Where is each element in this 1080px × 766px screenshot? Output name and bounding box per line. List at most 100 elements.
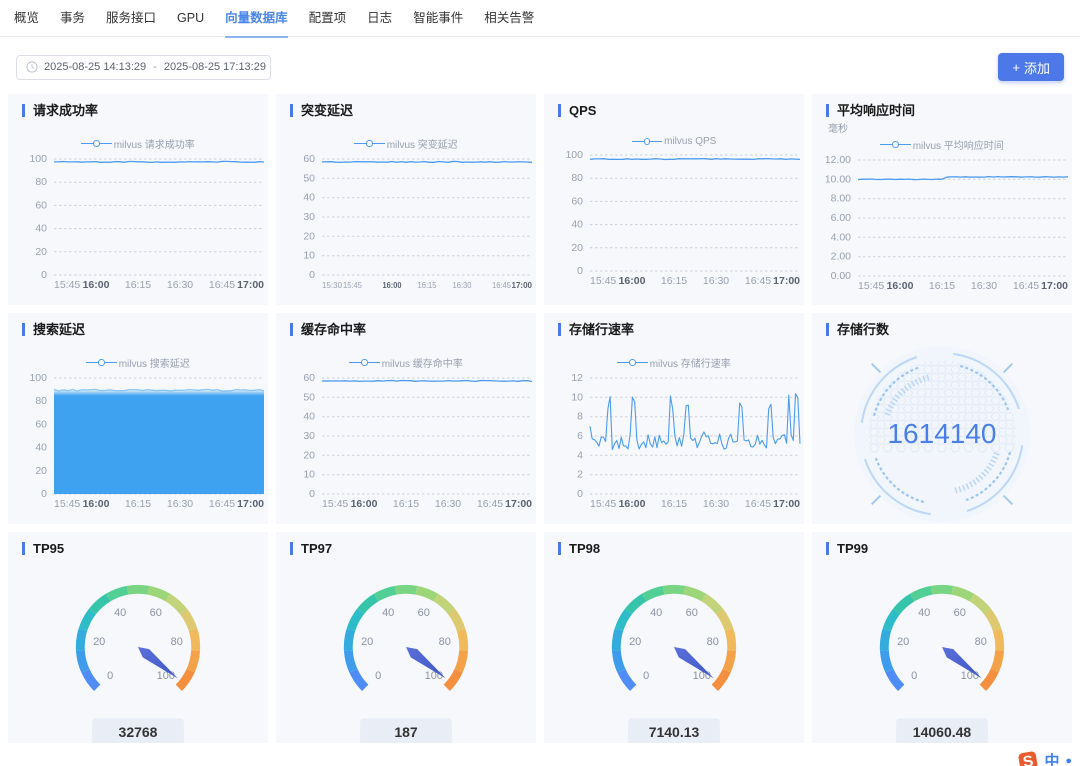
- svg-text:14060.48: 14060.48: [913, 724, 972, 740]
- svg-text:16:15: 16:15: [418, 281, 438, 290]
- svg-text:16:00: 16:00: [83, 498, 110, 510]
- svg-text:15:30: 15:30: [322, 281, 343, 290]
- svg-text:12.00: 12.00: [826, 154, 851, 166]
- svg-text:60: 60: [686, 607, 698, 619]
- svg-text:16:30: 16:30: [703, 275, 729, 287]
- svg-text:0: 0: [643, 670, 649, 682]
- svg-text:0: 0: [375, 670, 381, 682]
- svg-text:40: 40: [114, 607, 126, 619]
- svg-text:16:00: 16:00: [619, 275, 646, 287]
- svg-text:100: 100: [425, 670, 443, 682]
- svg-text:17:00: 17:00: [512, 281, 533, 290]
- svg-text:16:30: 16:30: [453, 281, 473, 290]
- svg-text:0.00: 0.00: [831, 270, 852, 282]
- svg-text:16:15: 16:15: [661, 275, 687, 287]
- svg-text:100: 100: [29, 372, 47, 384]
- svg-text:20: 20: [571, 242, 583, 254]
- svg-text:16:00: 16:00: [383, 281, 403, 290]
- svg-text:8: 8: [577, 411, 583, 423]
- svg-text:100: 100: [565, 149, 583, 161]
- svg-text:40: 40: [918, 607, 930, 619]
- svg-text:16:30: 16:30: [435, 498, 461, 510]
- svg-text:80: 80: [571, 172, 583, 184]
- svg-text:32768: 32768: [119, 724, 158, 740]
- svg-text:50: 50: [303, 391, 315, 403]
- svg-text:15:45: 15:45: [322, 498, 348, 510]
- svg-text:20: 20: [629, 636, 641, 648]
- svg-text:16:45: 16:45: [1013, 280, 1039, 292]
- svg-text:15:45: 15:45: [590, 498, 616, 510]
- svg-text:0: 0: [107, 670, 113, 682]
- svg-text:0: 0: [309, 269, 315, 281]
- svg-text:6: 6: [577, 430, 583, 442]
- svg-text:2.00: 2.00: [831, 251, 852, 263]
- svg-text:20: 20: [361, 636, 373, 648]
- svg-text:10: 10: [303, 250, 315, 262]
- svg-text:100: 100: [157, 670, 175, 682]
- svg-text:187: 187: [394, 724, 418, 740]
- svg-text:15:45: 15:45: [343, 281, 363, 290]
- svg-text:20: 20: [897, 636, 909, 648]
- svg-text:40: 40: [571, 219, 583, 231]
- svg-text:100: 100: [961, 670, 979, 682]
- svg-text:60: 60: [954, 607, 966, 619]
- svg-text:20: 20: [35, 246, 47, 258]
- svg-text:80: 80: [439, 636, 451, 648]
- svg-text:4.00: 4.00: [831, 231, 852, 243]
- svg-text:80: 80: [707, 636, 719, 648]
- svg-text:0: 0: [41, 269, 47, 281]
- svg-text:10: 10: [571, 391, 583, 403]
- svg-text:15:45: 15:45: [590, 275, 616, 287]
- svg-text:10.00: 10.00: [826, 173, 851, 185]
- svg-text:16:30: 16:30: [971, 280, 997, 292]
- svg-text:40: 40: [382, 607, 394, 619]
- svg-text:80: 80: [35, 395, 47, 407]
- svg-text:7140.13: 7140.13: [649, 724, 700, 740]
- svg-text:17:00: 17:00: [237, 279, 264, 291]
- svg-text:16:15: 16:15: [125, 279, 151, 291]
- svg-text:16:00: 16:00: [619, 498, 646, 510]
- svg-text:40: 40: [35, 442, 47, 454]
- svg-text:80: 80: [171, 636, 183, 648]
- svg-text:80: 80: [35, 176, 47, 188]
- svg-text:15:45: 15:45: [54, 279, 80, 291]
- svg-text:16:00: 16:00: [887, 280, 914, 292]
- svg-text:60: 60: [35, 418, 47, 430]
- svg-text:1614140: 1614140: [887, 418, 996, 449]
- svg-text:16:30: 16:30: [703, 498, 729, 510]
- svg-text:17:00: 17:00: [237, 498, 264, 510]
- svg-text:100: 100: [693, 670, 711, 682]
- svg-text:17:00: 17:00: [773, 275, 800, 287]
- svg-text:12: 12: [571, 372, 583, 384]
- svg-text:20: 20: [93, 636, 105, 648]
- svg-text:60: 60: [303, 372, 315, 384]
- svg-text:16:00: 16:00: [351, 498, 378, 510]
- svg-text:10: 10: [303, 469, 315, 481]
- svg-text:16:45: 16:45: [477, 498, 503, 510]
- svg-text:20: 20: [303, 449, 315, 461]
- svg-text:60: 60: [303, 153, 315, 165]
- svg-text:17:00: 17:00: [505, 498, 532, 510]
- svg-text:60: 60: [571, 195, 583, 207]
- svg-text:0: 0: [911, 670, 917, 682]
- svg-text:50: 50: [303, 172, 315, 184]
- svg-text:0: 0: [577, 265, 583, 277]
- svg-text:16:00: 16:00: [83, 279, 110, 291]
- svg-text:16:15: 16:15: [393, 498, 419, 510]
- svg-text:2: 2: [577, 469, 583, 481]
- svg-text:60: 60: [35, 199, 47, 211]
- svg-text:16:15: 16:15: [661, 498, 687, 510]
- svg-text:6.00: 6.00: [831, 212, 852, 224]
- svg-text:16:30: 16:30: [167, 498, 193, 510]
- svg-text:40: 40: [303, 192, 315, 204]
- svg-text:16:15: 16:15: [929, 280, 955, 292]
- svg-text:17:00: 17:00: [773, 498, 800, 510]
- svg-text:80: 80: [975, 636, 987, 648]
- svg-text:中: 中: [1045, 753, 1060, 766]
- svg-text:16:45: 16:45: [745, 275, 771, 287]
- svg-text:0: 0: [577, 488, 583, 500]
- svg-text:17:00: 17:00: [1041, 280, 1068, 292]
- svg-text:16:45: 16:45: [209, 498, 235, 510]
- svg-text:16:30: 16:30: [167, 279, 193, 291]
- svg-text:0: 0: [41, 488, 47, 500]
